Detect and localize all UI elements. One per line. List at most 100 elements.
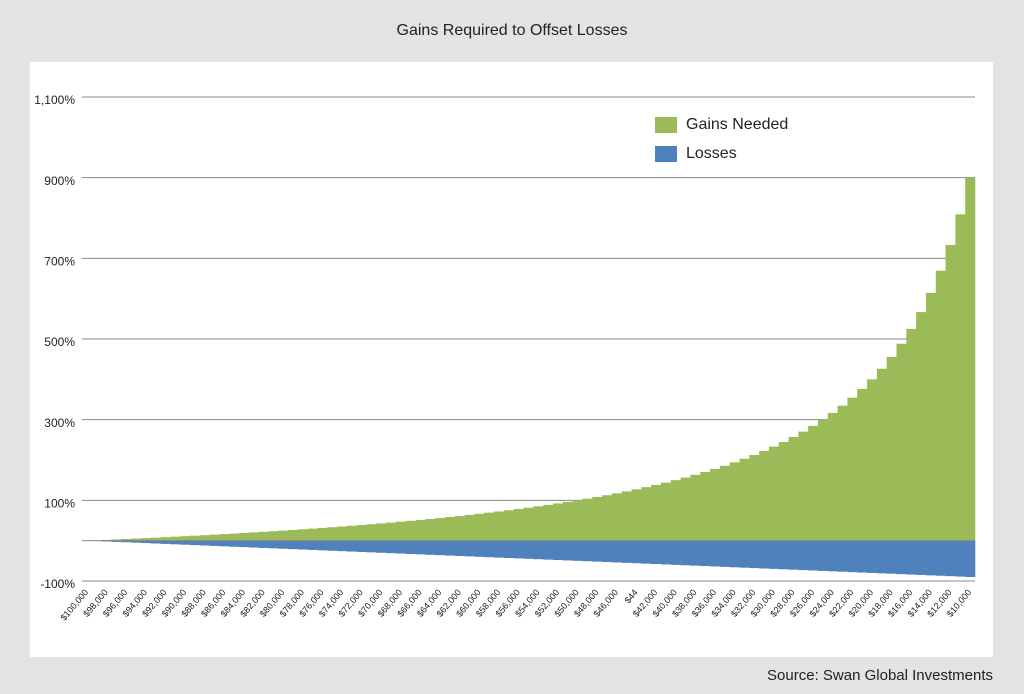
bar (847, 540, 858, 573)
bar (337, 540, 348, 552)
bar (867, 540, 878, 573)
bar (906, 328, 917, 541)
bar (189, 535, 201, 541)
bar (621, 540, 632, 563)
bar (925, 540, 937, 576)
bar (454, 515, 466, 541)
bar (278, 540, 289, 549)
bar (366, 524, 377, 541)
bar (199, 540, 210, 546)
bar (474, 540, 485, 557)
bar (376, 540, 387, 553)
bar (837, 405, 848, 541)
bar (405, 540, 416, 554)
bar (494, 511, 505, 541)
y-tick-label: -100% (40, 577, 75, 591)
bar (180, 536, 191, 541)
bar (494, 540, 505, 558)
bar (533, 540, 544, 560)
bar (553, 503, 564, 541)
bar (356, 524, 367, 541)
bar (788, 540, 799, 570)
bar (749, 540, 760, 569)
bar (719, 465, 730, 541)
bar (337, 526, 348, 541)
bar (945, 540, 956, 577)
bar (739, 458, 750, 541)
bar (641, 487, 652, 541)
bar (945, 244, 956, 541)
bar (219, 534, 230, 541)
bar (121, 538, 132, 541)
bar (229, 540, 240, 547)
bar (297, 529, 309, 541)
bar (121, 540, 132, 543)
bar (513, 508, 524, 541)
legend-swatch (655, 117, 677, 133)
bar (150, 540, 161, 544)
bar (562, 540, 573, 561)
bar (955, 540, 966, 577)
bar (739, 540, 750, 568)
bar (582, 498, 593, 541)
bar (543, 504, 554, 541)
y-tick-label: 700% (44, 255, 75, 269)
bar (670, 480, 681, 541)
bar (484, 540, 495, 558)
bar (327, 527, 338, 541)
bar (778, 441, 789, 541)
bar (346, 525, 358, 541)
bar (376, 523, 387, 541)
bar (906, 540, 917, 575)
bar (180, 540, 191, 545)
bar (572, 500, 583, 541)
bar (660, 482, 672, 541)
bar (435, 517, 446, 541)
bar (837, 540, 848, 572)
bar (817, 540, 829, 571)
bar (209, 540, 220, 546)
bar (857, 388, 868, 541)
bar (729, 540, 740, 568)
legend-label: Gains Needed (686, 116, 788, 133)
bar (651, 484, 662, 541)
bar (896, 343, 907, 541)
bar (445, 540, 456, 556)
bar (219, 540, 230, 547)
bar (768, 540, 780, 569)
bar (111, 539, 122, 541)
bar (435, 540, 446, 556)
bar (680, 540, 691, 566)
bar (965, 540, 976, 577)
y-tick-label: 100% (44, 497, 75, 511)
bar (229, 533, 240, 541)
bar (386, 522, 397, 541)
bar (258, 540, 269, 548)
bar (916, 312, 927, 541)
bar (808, 425, 819, 541)
bar (533, 506, 544, 541)
bar (297, 540, 309, 550)
bar (876, 368, 887, 541)
bar (189, 540, 201, 546)
bar (415, 540, 426, 555)
legend-label: Losses (686, 145, 737, 162)
bar (611, 493, 623, 541)
bar (553, 540, 564, 561)
bar (592, 540, 603, 562)
bar (140, 538, 151, 541)
bar (817, 419, 829, 541)
bar (288, 540, 299, 550)
y-tick-label: 900% (44, 174, 75, 188)
bar (268, 540, 279, 549)
bar (798, 431, 809, 541)
bar (827, 412, 838, 541)
bar (690, 474, 701, 541)
bar (543, 540, 554, 560)
bar (425, 540, 436, 555)
bar (131, 538, 142, 541)
bar (621, 491, 632, 541)
bar (170, 536, 181, 541)
bar (719, 540, 730, 567)
bar (258, 531, 269, 541)
